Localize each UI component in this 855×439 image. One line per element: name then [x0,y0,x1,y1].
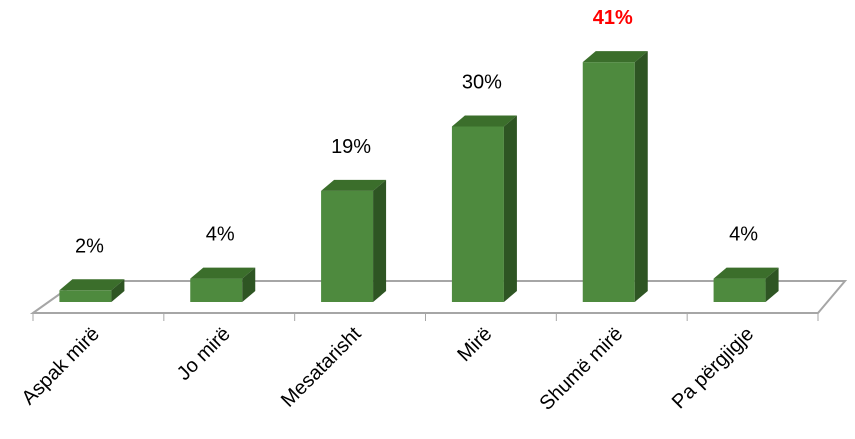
bar-top-pa-pergjigje [713,267,779,279]
value-label-shume-mire: 41% [593,7,633,29]
bar-top-jo-mire [190,267,256,279]
bar-jo-mire [190,267,256,302]
bar-front-mire [451,126,504,302]
bar-mire [451,115,517,302]
bar-front-pa-pergjigje [713,278,766,302]
category-label-group: Aspak mirë Jo mirë Mesatarisht Mirë Shumë mi… [18,323,758,415]
category-label-mesatarisht: Mesatarisht [277,323,366,412]
value-label-jo-mire: 4% [206,224,235,246]
bar-side-mire [503,115,517,302]
bar-top-shume-mire [582,51,648,63]
bar-side-mesatarisht [373,179,387,302]
bar-shume-mire [582,51,648,303]
category-label-jo-mire: Jo mirë [173,323,235,385]
value-label-aspak-mire: 2% [75,235,104,257]
category-label-shume-mire: Shumë mirë [535,323,627,415]
bar-side-shume-mire [634,51,648,303]
category-label-mire: Mirë [453,323,496,366]
bar-side-jo-mire [242,267,256,302]
bar-front-jo-mire [190,278,243,302]
category-label-pa-pergjigje: Pa përgjigje [668,323,758,413]
value-label-mesatarisht: 19% [331,136,371,158]
bar-top-mire [451,115,517,127]
value-label-group: 2% 4% 19% 30% 41% 4% [75,7,758,257]
category-label-aspak-mire: Aspak mirë [18,323,104,409]
bar-top-aspak-mire [59,279,125,291]
value-label-mire: 30% [462,72,502,94]
bar-mesatarisht [321,179,387,302]
bar-pa-pergjigje [713,267,779,302]
bar-side-aspak-mire [111,279,125,302]
value-label-pa-pergjigje: 4% [729,224,758,246]
bar-front-mesatarisht [321,190,374,302]
bar-top-mesatarisht [321,179,387,191]
bar-aspak-mire [59,279,125,302]
bar-front-shume-mire [582,62,635,303]
bar-side-pa-pergjigje [765,267,779,302]
bar-front-aspak-mire [59,290,112,302]
bar-group [59,51,779,303]
